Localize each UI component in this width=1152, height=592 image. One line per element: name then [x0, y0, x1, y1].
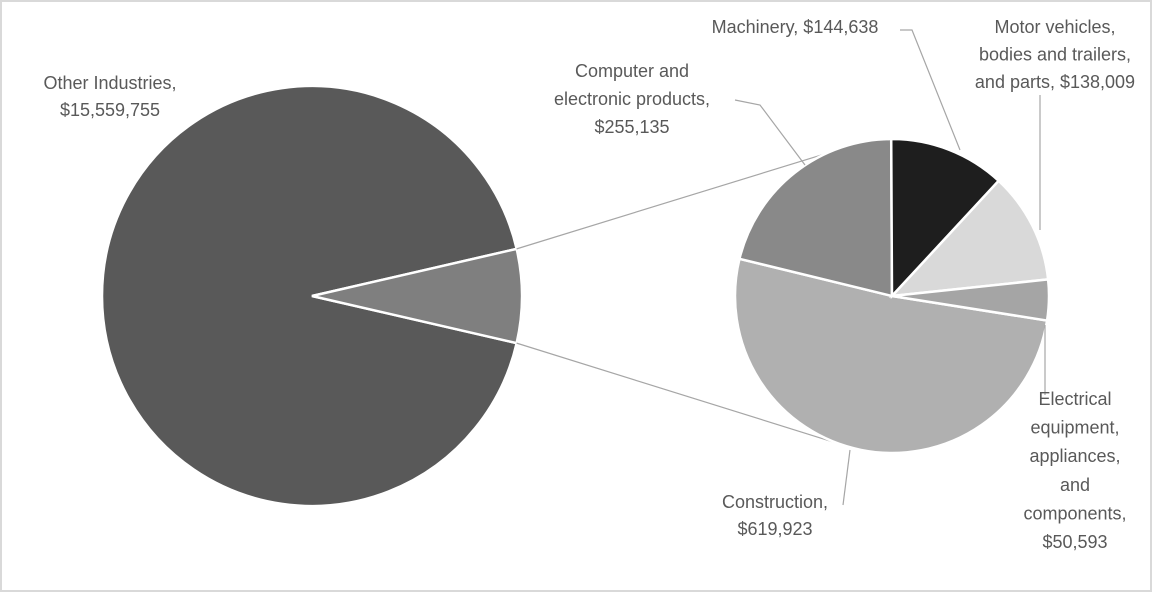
data-label-line: equipment, — [1030, 417, 1119, 437]
data-label-line: Motor vehicles, — [994, 17, 1115, 37]
data-label-line: Computer and — [575, 61, 689, 81]
data-label-line: Other Industries, — [43, 73, 176, 93]
data-label-line: $50,593 — [1042, 532, 1107, 552]
data-label-line: components, — [1023, 503, 1126, 523]
data-label-line: appliances, — [1029, 446, 1120, 466]
leader-line — [900, 29, 961, 151]
data-label-line: and — [1060, 475, 1090, 495]
pie-slice — [100, 84, 519, 508]
pie-slice — [891, 278, 1051, 322]
data-label-line: Machinery, $144,638 — [712, 17, 879, 37]
pie-slice — [888, 179, 1050, 298]
pie-slice-group — [311, 247, 524, 345]
data-label-line: and parts, $138,009 — [975, 72, 1135, 92]
data-label-line: $15,559,755 — [60, 100, 160, 120]
pie-slice — [733, 257, 1049, 455]
data-label: Electrical equipment, appliances, and compon… — [1023, 389, 1126, 552]
data-label: Construction, $619,923 — [722, 492, 828, 539]
data-label-line: Construction, — [722, 492, 828, 512]
data-label: Other Industries, $15,559,755 — [43, 73, 176, 120]
connector-line — [516, 153, 826, 250]
data-label-line: bodies and trailers, — [979, 44, 1131, 64]
data-label-line: $255,135 — [594, 117, 669, 137]
connector-line — [516, 342, 852, 449]
data-label-line: Electrical — [1038, 389, 1111, 409]
data-label-line: $619,923 — [737, 519, 812, 539]
leader-line — [734, 99, 806, 166]
data-label: Computer and electronic products, $255,135 — [554, 61, 710, 137]
data-label: Motor vehicles, bodies and trailers, and p… — [975, 17, 1135, 92]
leader-line — [842, 449, 851, 506]
data-label-line: electronic products, — [554, 89, 710, 109]
data-label: Machinery, $144,638 — [712, 17, 879, 37]
pie-slice — [889, 137, 1001, 300]
pie-slice — [737, 137, 894, 298]
